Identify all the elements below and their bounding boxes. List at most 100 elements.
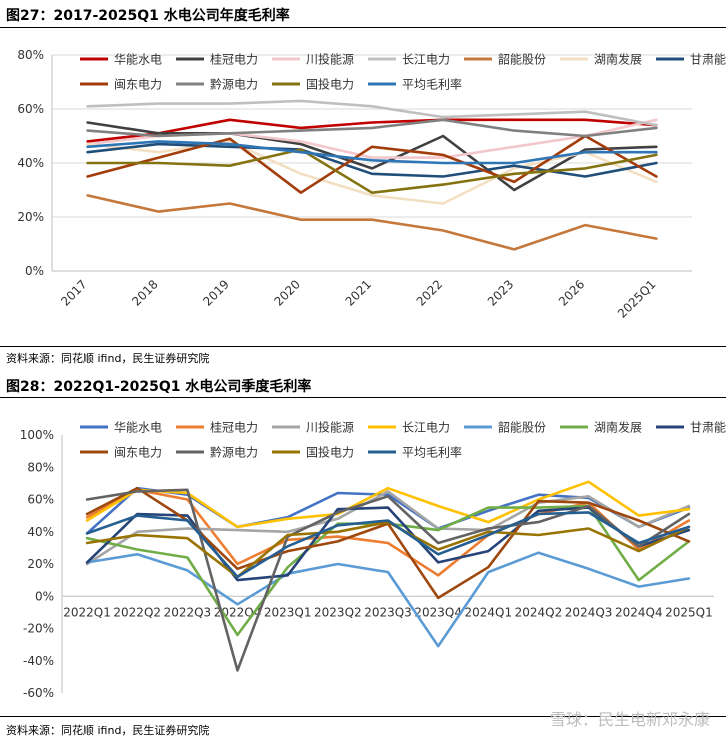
chart0-legend-item: 闽东电力 [80,78,162,92]
chart1-xtick-label: 2022Q3 [164,605,212,619]
chart1-legend-item: 甘肃能源 [656,421,726,435]
chart1-legend-item: 韶能股份 [464,420,546,435]
chart0-series-line-1 [86,121,658,192]
chart1-legend-label: 黔源电力 [210,445,258,460]
chart0-legend-label: 韶能股份 [498,52,546,67]
chart1-legend-label: 韶能股份 [498,420,546,435]
chart0-xtick-label: 2023 [485,277,516,308]
watermark: 雪球：民生电新邓永康 [549,710,710,729]
chart0-ytick-label: 0% [25,264,44,278]
chart0-legend-item: 华能水电 [80,53,162,67]
chart1-series-line-8 [85,488,691,672]
chart1-series-line-2 [85,490,691,566]
chart1-xtick-label: 2024Q2 [515,605,563,619]
figure27-chart: 0% 20% 40% 60% 80% 2017 2018 2019 2020 2021 2022 20… [17,48,726,321]
chart1-series-line-10 [85,511,691,579]
chart0-ytick-label: 60% [17,102,44,116]
chart0-xtick-label: 2020 [272,277,303,308]
chart1-xtick-label: 2023Q4 [414,605,462,619]
chart0-ytick-label: 80% [17,48,44,62]
chart1-series-line-4 [85,551,691,648]
chart0-legend-label: 华能水电 [114,53,162,67]
chart0-series-line-5 [86,140,658,205]
chart0-series-line-9 [86,148,658,194]
figure28-chart: -60%-40%-20%0%20%40%60%80%100%2022Q1 2022… [20,420,726,701]
chart1-xtick-label: 2025Q1 [665,605,713,619]
chart1-legend-label: 国投电力 [306,445,354,460]
chart0-legend-item: 国投电力 [272,77,354,92]
chart0-legend-label: 平均毛利率 [402,77,462,92]
figure28-top-rule [0,397,726,398]
chart1-ytick-label: 60% [27,493,54,507]
chart1-legend-item: 黔源电力 [176,445,258,460]
chart1-series-line-9 [85,520,691,579]
chart1-xtick-label: 2022Q1 [63,605,111,619]
chart1-xtick-label: 2022Q2 [113,605,161,619]
chart0-legend-label: 甘肃能源 [690,53,726,67]
chart0-ytick-label: 40% [17,156,44,170]
chart1-legend-label: 平均毛利率 [402,445,462,460]
chart0-xtick-label: 2022 [414,277,445,308]
chart1-ytick-label: 0% [35,589,54,603]
chart1-legend-item: 闽东电力 [80,446,162,460]
chart0-legend-item: 长江电力 [368,53,450,67]
chart1-legend-item: 湖南发展 [560,420,642,435]
chart0-legend-label: 闽东电力 [114,78,162,92]
chart1-legend-item: 桂冠电力 [176,420,258,435]
chart0-legend-label: 黔源电力 [210,77,258,92]
chart1-legend-label: 湖南发展 [594,420,642,435]
chart0-legend-item: 湖南发展 [560,52,642,67]
chart1-ytick-label: 80% [27,460,54,474]
chart0-xtick-label: 2021 [343,277,374,308]
chart0-xtick-label: 2026 [556,277,587,308]
figure28-bottom-rule [0,716,726,717]
chart1-legend-item: 华能水电 [80,421,162,435]
chart1-xtick-label: 2023Q3 [364,605,412,619]
chart1-xtick-label: 2023Q2 [314,605,362,619]
chart0-xtick-label: 2018 [129,277,160,308]
chart1-series-line-0 [85,486,691,535]
chart0-xtick-label: 2019 [200,277,231,308]
chart1-ytick-label: -40% [23,654,54,668]
chart0-legend-item: 桂冠电力 [176,52,258,67]
chart0-legend-label: 桂冠电力 [210,52,258,67]
chart0-xtick-label: 2025Q1 [615,277,659,321]
chart1-xtick-label: 2024Q3 [565,605,613,619]
chart0-legend-item: 平均毛利率 [368,77,462,92]
chart0-legend-item: 黔源电力 [176,77,258,92]
chart1-legend-label: 华能水电 [114,421,162,435]
chart1-legend-item: 长江电力 [368,421,450,435]
chart0-legend-item: 韶能股份 [464,52,546,67]
chart1-ytick-label: 100% [20,428,54,442]
chart1-legend-item: 川投能源 [272,420,354,435]
figure27-bottom-rule [0,346,726,347]
chart0-legend-item: 川投能源 [272,52,354,67]
chart1-legend-label: 川投能源 [306,420,354,435]
chart1-xtick-label: 2024Q1 [464,605,512,619]
chart0-series-line-6 [86,142,658,178]
chart1-ytick-label: -20% [23,622,54,636]
chart0-legend-label: 国投电力 [306,77,354,92]
chart1-ytick-label: 20% [27,557,54,571]
chart0-series-line-0 [86,118,658,143]
chart1-legend-label: 闽东电力 [114,446,162,460]
figure27-source: 资料来源：同花顺 ifind，民生证券研究院 [6,352,210,365]
chart1-xtick-label: 2024Q4 [615,605,663,619]
figure27-top-rule [0,27,726,28]
chart1-ytick-label: -60% [23,686,54,700]
figure27-title: 图27：2017-2025Q1 水电公司年度毛利率 [6,8,290,24]
figure28-title: 图28：2022Q1-2025Q1 水电公司季度毛利率 [6,379,312,395]
chart1-legend-item: 平均毛利率 [368,445,462,460]
chart0-legend-label: 川投能源 [306,52,354,67]
chart0-legend-label: 湖南发展 [594,52,642,67]
chart1-legend-item: 国投电力 [272,445,354,460]
chart0-series-line-3 [86,99,658,127]
chart0-series-line-10 [86,140,658,165]
chart1-legend-label: 长江电力 [402,421,450,435]
figure28-source: 资料来源：同花顺 ifind，民生证券研究院 [6,724,210,737]
chart1-ytick-label: 40% [27,525,54,539]
chart0-xtick-label: 2017 [58,277,89,308]
chart0-series-line-2 [86,118,658,159]
chart0-series-line-8 [86,118,658,138]
chart0-series-line-4 [86,194,658,251]
